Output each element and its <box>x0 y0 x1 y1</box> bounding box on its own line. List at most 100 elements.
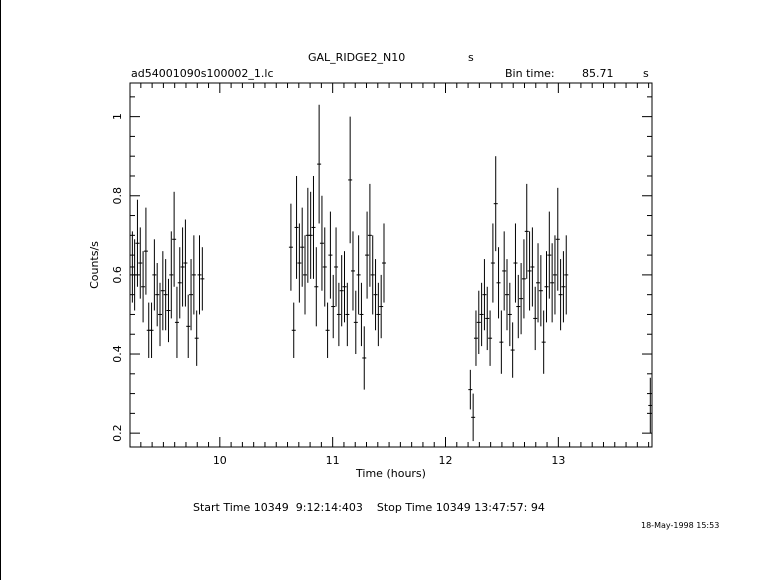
data-points <box>130 104 653 442</box>
data-point <box>155 263 160 327</box>
data-point <box>356 235 361 315</box>
plot-date: 18-May-1998 15:53 <box>641 521 720 530</box>
data-point <box>541 310 546 374</box>
data-point <box>288 203 293 291</box>
data-point <box>521 239 526 319</box>
x-tick-label: 11 <box>326 454 340 467</box>
data-point <box>550 243 555 323</box>
data-point <box>547 211 552 299</box>
data-point <box>544 251 549 323</box>
left-border <box>0 0 1 580</box>
data-point <box>496 247 501 319</box>
data-point <box>370 235 375 315</box>
data-point <box>135 199 140 287</box>
data-point <box>174 286 179 358</box>
data-point <box>533 286 538 351</box>
data-point <box>130 231 135 303</box>
x-tick-label: 12 <box>439 454 453 467</box>
start-stop-times: Start Time 10349 9:12:14:403 Stop Time 1… <box>193 501 545 514</box>
axis-ticks <box>130 83 652 447</box>
data-point <box>319 195 324 291</box>
y-tick-label: 0.8 <box>111 187 124 205</box>
data-point <box>524 183 529 279</box>
plot-frame <box>129 82 653 448</box>
data-point <box>648 377 653 434</box>
data-point <box>169 231 174 319</box>
data-point <box>373 259 378 331</box>
data-point <box>197 235 202 315</box>
data-point <box>382 223 387 303</box>
data-point <box>342 251 347 323</box>
data-point <box>334 227 339 307</box>
data-point <box>314 247 319 327</box>
data-point <box>507 282 512 347</box>
bin-time-unit: s <box>643 67 649 80</box>
data-point <box>303 235 308 315</box>
data-point <box>502 231 507 311</box>
data-point <box>359 282 364 347</box>
data-point <box>530 227 535 307</box>
data-point <box>138 227 143 299</box>
data-point <box>189 259 194 331</box>
data-point <box>177 247 182 319</box>
data-point <box>468 369 473 410</box>
data-point <box>519 263 524 335</box>
data-point <box>510 322 515 378</box>
data-point <box>552 235 557 315</box>
data-point <box>561 251 566 323</box>
y-tick-label: 1 <box>111 113 124 120</box>
y-tick-label: 0.6 <box>111 266 124 284</box>
data-point <box>322 227 327 307</box>
data-point <box>488 310 493 366</box>
data-point <box>505 259 509 331</box>
data-point <box>132 239 137 311</box>
data-point <box>339 255 344 327</box>
tick-labels: 10 11 12 13 0.2 0.4 0.6 0.8 1 <box>111 113 565 467</box>
y-tick-label: 0.2 <box>111 424 124 442</box>
data-point <box>485 286 490 351</box>
data-point <box>476 290 481 355</box>
data-point <box>160 251 165 331</box>
y-tick-label: 0.4 <box>111 345 124 363</box>
data-point <box>186 294 191 358</box>
data-point <box>141 251 146 323</box>
data-point <box>317 104 322 224</box>
data-point <box>345 282 350 347</box>
data-point <box>365 211 370 299</box>
bin-time-value: 85.71 <box>582 67 614 80</box>
object-suffix: s <box>468 51 474 64</box>
data-point <box>353 290 358 355</box>
data-point <box>564 235 569 315</box>
x-axis-label: Time (hours) <box>355 467 426 480</box>
data-point <box>473 310 478 366</box>
data-point <box>194 310 199 366</box>
data-point <box>325 302 330 358</box>
data-point <box>493 156 498 252</box>
data-point <box>527 231 532 311</box>
data-point <box>143 207 148 295</box>
data-point <box>362 326 367 390</box>
x-tick-label: 10 <box>213 454 227 467</box>
object-name: GAL_RIDGE2_N10 <box>308 51 406 64</box>
data-point <box>516 274 521 339</box>
data-point <box>183 219 188 307</box>
data-point <box>379 274 384 339</box>
data-point <box>513 223 518 303</box>
data-point <box>331 274 336 339</box>
data-point <box>294 175 299 279</box>
data-point <box>479 282 484 347</box>
data-point <box>367 183 372 287</box>
data-point <box>300 207 305 287</box>
data-point <box>152 239 157 311</box>
data-point <box>499 310 504 374</box>
x-tick-label: 13 <box>551 454 565 467</box>
data-point <box>311 175 316 279</box>
data-point <box>191 235 196 315</box>
data-point <box>536 243 541 323</box>
data-point <box>163 259 168 331</box>
data-point <box>376 282 381 347</box>
filename: ad54001090s100002_1.lc <box>131 67 274 80</box>
y-axis-label: Counts/s <box>88 241 101 289</box>
data-point <box>482 259 487 331</box>
